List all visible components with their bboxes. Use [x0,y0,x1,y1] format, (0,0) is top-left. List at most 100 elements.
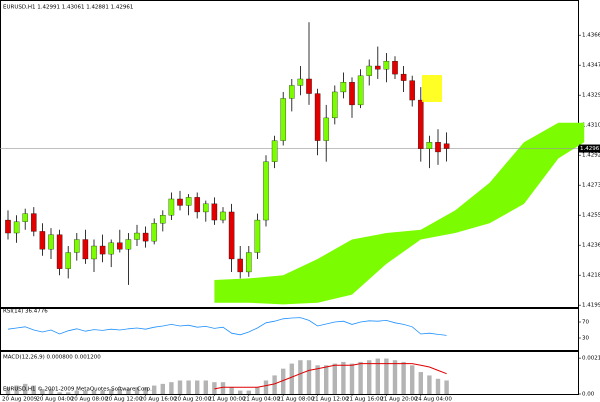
y-tick-label: 1.42365 [582,243,600,249]
macd-bar [48,388,54,394]
macd-bar [40,388,45,394]
y-tick-label: 0.002124 [582,356,600,362]
candle-body [280,98,286,141]
macd-bar [23,383,28,394]
macd-bar [384,358,389,394]
candle-body [375,65,381,70]
candle-body [323,117,329,141]
macd-bar [410,365,415,394]
rsi-line [7,317,447,336]
x-tick-label: 20 Aug 08:00 [71,397,109,402]
macd-bar [358,361,363,394]
x-tick-label: 21 Aug 16:00 [346,397,384,402]
candle-body [65,252,71,269]
macd-bar [392,360,398,394]
macd-bar [375,358,380,394]
macd-bar [195,380,200,394]
macd-bar [306,360,312,394]
candle-body [246,252,252,273]
macd-bar [134,387,140,394]
macd-bar [117,388,122,394]
candle-body [349,82,355,106]
y-tick-label: 1.42180 [582,273,600,279]
candle-body [314,93,321,141]
candle-body [99,245,106,255]
macd-bar [281,368,286,394]
highlight-box [422,75,442,102]
macd-bar [5,387,11,394]
y-tick-label: 0.00 [582,392,595,398]
y-tick-label: 1.42550 [582,213,600,219]
macd-bar [272,375,277,394]
candle-body [5,219,11,234]
panel-title: MACD(12,26,9) 0.000800 0.001200 [3,355,101,361]
candle-body [409,80,415,101]
y-tick-label: 1.43660 [582,33,600,39]
candle-body [332,91,338,119]
macd-bar [332,363,337,394]
candle-body [383,60,390,70]
macd-bar [100,390,105,394]
candle-body [91,245,97,260]
candle-body [160,215,166,224]
macd-bar [57,392,62,394]
candle-body [435,142,441,153]
macd-bar [31,385,36,394]
macd-bar [246,390,251,394]
macd-panel-frame [0,351,579,395]
y-tick-label: 1.42735 [582,183,600,189]
candle-body [418,99,424,149]
candle-body [194,197,200,213]
current-price-label: 1.42961 [580,146,600,152]
macd-bar [14,385,19,394]
macd-bar [186,380,191,394]
candle-body [228,211,235,260]
y-tick-label: 1.41995 [582,303,600,309]
macd-bar [418,372,423,394]
candle-body [125,239,132,250]
rsi-panel-frame [0,308,579,351]
candle-body [82,239,89,260]
macd-bar [255,387,260,394]
plot-layer: 1.43660 1.43475 1.43290 1.43105 1.42920 1.427… [0,5,600,402]
macd-bar [74,390,79,394]
signal-line [214,363,447,390]
macd-bar [367,360,372,394]
macd-bar [220,382,226,394]
x-tick-label: 24 Aug 04:00 [415,397,453,402]
candle-body [117,242,123,250]
x-tick-label: 20 Aug 16:00 [140,397,178,402]
candle-body [306,78,312,94]
y-tick-label: 1.43475 [582,63,600,69]
candle-body [400,73,407,81]
macd-bar [91,390,97,394]
candle-body [31,213,37,232]
x-tick-label: 21 Aug 08:00 [277,397,315,402]
x-tick-label: 21 Aug 00:00 [208,397,246,402]
x-tick-label: 21 Aug 12:00 [312,397,350,402]
candle-body [134,232,140,240]
macd-bar [126,388,131,394]
current-price-box [579,144,600,153]
macd-bar [401,361,406,394]
x-tick-label: 20 Aug 20:00 [174,397,212,402]
candle-body [108,242,114,255]
candle-body [13,221,20,234]
candle-body [254,219,261,253]
macd-bar [444,380,449,394]
candle-body [39,231,46,250]
candle-body [392,60,398,75]
macd-bar [341,361,346,394]
candle-body [443,143,450,149]
macd-bar [83,390,88,394]
x-tick-label: 21 Aug 20:00 [380,397,418,402]
candle-body [177,198,183,206]
candle-body [168,198,175,216]
x-tick-label: 20 Aug 04:00 [36,397,74,402]
macd-bar [203,380,208,394]
macd-bar [427,375,432,394]
macd-bar [143,387,148,394]
panel-title: RSI(14) 36.4776 [3,309,48,315]
macd-bar [109,388,114,394]
